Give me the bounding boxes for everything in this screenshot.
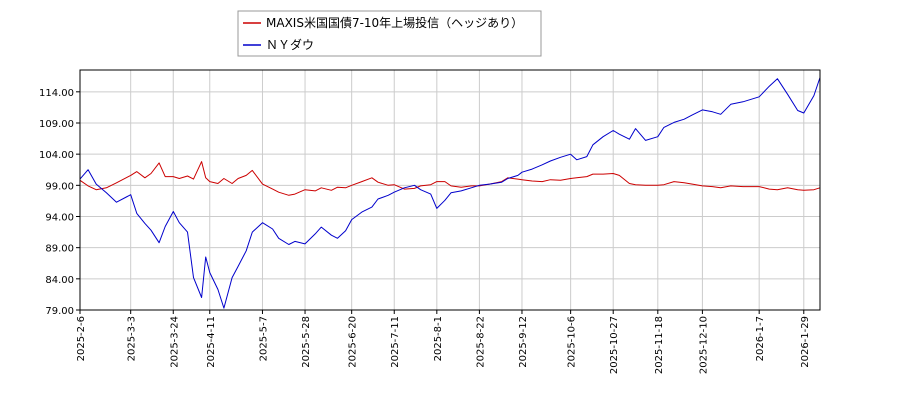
y-tick-label: 79.00 <box>45 306 74 317</box>
y-tick-label: 114.00 <box>39 88 74 99</box>
y-tick-label: 94.00 <box>45 212 74 223</box>
y-tick-label: 89.00 <box>45 244 74 255</box>
y-axis: 79.00 84.00 89.00 94.00 99.00 104.00 109.00 114… <box>39 88 80 317</box>
x-tick-label: 2025-5-28 <box>301 316 312 368</box>
x-tick-label: 2025-3-24 <box>169 316 180 368</box>
x-tick-label: 2025-5-7 <box>258 316 269 361</box>
x-tick-label: 2025-8-22 <box>475 316 486 368</box>
legend: MAXIS米国国債7-10年上場投信（ヘッジあり） ＮＹダウ <box>237 10 542 57</box>
series-lines <box>79 77 821 309</box>
x-tick-label: 2025-12-10 <box>698 316 709 374</box>
y-tick-label: 99.00 <box>45 181 74 192</box>
x-tick-label: 2025-3-3 <box>127 316 138 361</box>
legend-label-maxis: MAXIS米国国債7-10年上場投信（ヘッジあり） <box>266 15 523 30</box>
x-tick-label: 2025-11-18 <box>654 316 665 374</box>
x-tick-label: 2025-9-12 <box>518 316 529 368</box>
x-tick-label: 2025-10-6 <box>567 316 578 368</box>
plot-frame <box>79 69 821 311</box>
y-tick-label: 109.00 <box>39 119 74 130</box>
x-tick-label: 2025-7-11 <box>390 316 401 368</box>
x-tick-label: 2025-10-27 <box>609 316 620 374</box>
series-line-nydow <box>79 77 821 309</box>
legend-box <box>237 10 542 57</box>
x-tick-label: 2026-1-7 <box>755 316 766 361</box>
x-tick-label: 2025-2-6 <box>76 316 87 361</box>
y-tick-label: 84.00 <box>45 275 74 286</box>
x-axis: 2025-2-6 2025-3-3 2025-3-24 2025-4-11 2025-5… <box>76 310 811 374</box>
x-tick-label: 2025-8-1 <box>433 316 444 361</box>
legend-label-nydow: ＮＹダウ <box>266 37 314 52</box>
x-tick-label: 2026-1-29 <box>800 316 811 368</box>
y-tick-label: 104.00 <box>39 150 74 161</box>
x-tick-label: 2025-6-20 <box>348 316 359 368</box>
series-line-maxis <box>79 161 821 196</box>
x-tick-label: 2025-4-11 <box>206 316 217 368</box>
